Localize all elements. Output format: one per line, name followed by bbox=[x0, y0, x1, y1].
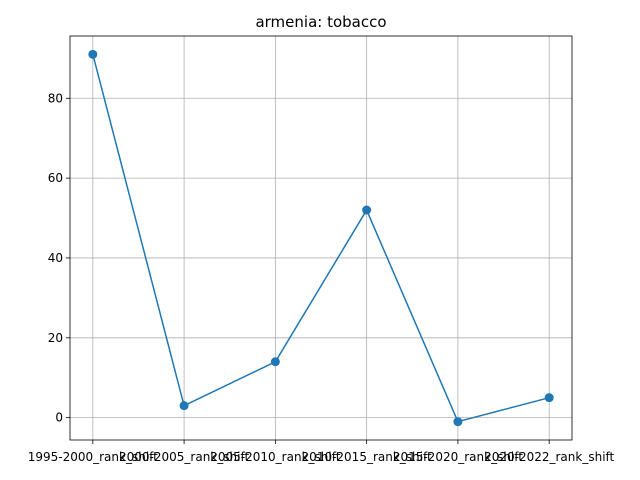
x-tick-label: 2015-2020_rank_shift bbox=[393, 450, 523, 464]
data-point bbox=[453, 417, 463, 427]
data-point bbox=[544, 393, 554, 403]
series-line bbox=[92, 54, 550, 423]
plot-frame bbox=[69, 35, 573, 441]
grid bbox=[70, 36, 572, 440]
x-tick-label: 1995-2000_rank_shift bbox=[28, 450, 158, 464]
y-tick-label: 60 bbox=[48, 171, 63, 185]
chart-title: armenia: tobacco bbox=[255, 13, 386, 31]
data-point bbox=[362, 205, 372, 215]
y-tick-label: 0 bbox=[55, 411, 63, 425]
y-tick-label: 20 bbox=[48, 331, 63, 345]
data-point bbox=[179, 401, 189, 411]
x-tick-label: 2005-2010_rank_shift bbox=[210, 450, 340, 464]
y-tick-label: 40 bbox=[48, 251, 63, 265]
y-axis-ticks: 0 20 40 60 80 bbox=[48, 91, 70, 425]
x-tick-label: 2000-2005_rank_shift bbox=[119, 450, 249, 464]
x-tick-label: 2010-2015_rank_shift bbox=[302, 450, 432, 464]
data-point bbox=[88, 49, 98, 59]
x-axis-ticks: 1995-2000_rank_shift2000-2005_rank_shift… bbox=[28, 440, 615, 464]
y-tick-label: 80 bbox=[48, 91, 63, 105]
data-point bbox=[270, 357, 280, 367]
x-tick-label: 2020-2022_rank_shift bbox=[484, 450, 614, 464]
series-tobacco bbox=[88, 49, 554, 427]
